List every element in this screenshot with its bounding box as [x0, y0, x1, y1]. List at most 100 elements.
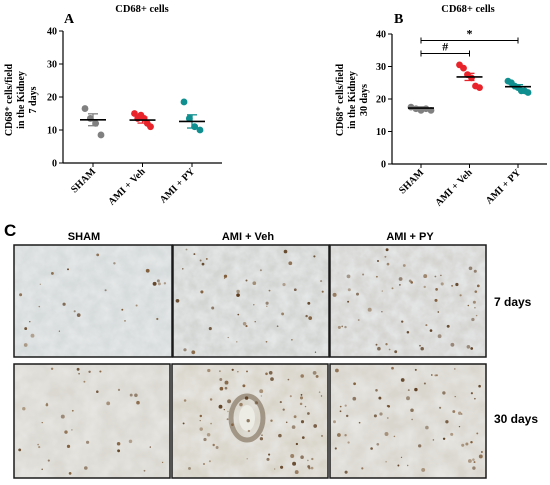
- stain-speck: [245, 325, 248, 328]
- stain-speck: [299, 402, 303, 406]
- stain-speck: [71, 429, 73, 431]
- stain-speck: [96, 390, 99, 393]
- stain-speck: [282, 283, 286, 287]
- stain-speck: [332, 292, 337, 297]
- stain-speck: [246, 419, 250, 423]
- stain-speck: [411, 418, 413, 421]
- stain-speck: [289, 395, 292, 398]
- panel-b-ylabel-line1: CD68⁺ cells/field: [335, 63, 346, 136]
- stain-speck: [38, 446, 41, 449]
- stain-speck: [236, 293, 240, 297]
- stain-speck: [183, 348, 187, 352]
- stain-speck: [104, 289, 107, 292]
- stain-speck: [301, 436, 305, 439]
- stain-speck: [357, 319, 360, 321]
- panel-a-ylabel-line2: in the Kidney: [16, 71, 27, 129]
- stain-speck: [199, 414, 203, 418]
- stain-speck: [106, 401, 111, 406]
- stain-speck: [423, 274, 428, 279]
- stain-speck: [376, 275, 378, 278]
- stain-speck: [24, 327, 28, 331]
- stain-speck: [193, 253, 196, 256]
- stain-speck: [292, 461, 297, 466]
- stain-speck: [288, 261, 293, 266]
- micrograph-row-label-30-days: 30 days: [494, 412, 538, 426]
- micrograph-30-days-ami-py: [329, 363, 487, 479]
- panel-a-x-tick-label-ami-veh: AMI + Veh: [106, 166, 148, 208]
- stain-speck: [406, 396, 410, 401]
- stain-speck: [99, 370, 102, 373]
- stain-speck: [312, 371, 317, 375]
- stain-speck: [467, 304, 470, 307]
- stain-speck: [231, 423, 234, 426]
- panel-b-x-tick-label-ami-py: AMI + PY: [484, 167, 524, 207]
- panel-a-letter: A: [64, 12, 75, 27]
- stain-speck: [23, 343, 28, 347]
- stain-speck: [434, 374, 437, 377]
- stain-speck: [219, 378, 223, 381]
- stain-speck: [454, 395, 456, 398]
- panel-a-point-sham: [92, 120, 100, 127]
- stain-speck: [458, 411, 462, 415]
- stain-speck: [418, 444, 422, 448]
- stain-speck: [231, 368, 234, 371]
- stain-speck: [121, 308, 124, 311]
- panel-a-point-ami-py: [191, 123, 199, 131]
- stain-speck: [384, 432, 389, 436]
- stain-speck: [344, 434, 347, 437]
- stain-speck: [188, 466, 191, 470]
- stain-speck: [71, 409, 74, 412]
- stain-speck: [377, 346, 381, 351]
- stain-speck: [376, 259, 380, 263]
- stain-speck: [205, 257, 208, 260]
- stain-speck: [84, 466, 88, 470]
- stain-speck: [430, 374, 433, 376]
- stain-speck: [478, 384, 481, 388]
- panel-a-point-sham: [97, 131, 105, 139]
- stain-speck: [161, 461, 164, 464]
- stain-speck: [308, 467, 311, 470]
- micrograph-row-label-7-days: 7 days: [494, 295, 532, 309]
- stain-speck: [440, 282, 444, 286]
- stain-speck: [237, 313, 240, 316]
- stain-speck: [279, 401, 282, 404]
- stain-speck: [270, 377, 274, 381]
- stain-speck: [476, 284, 480, 288]
- stain-speck: [236, 289, 240, 294]
- stain-speck: [64, 430, 68, 434]
- stain-speck: [394, 350, 398, 354]
- stain-speck: [423, 382, 426, 385]
- stain-speck: [62, 302, 66, 306]
- stain-speck: [128, 439, 133, 444]
- stain-speck: [310, 466, 314, 470]
- stain-speck: [475, 314, 478, 317]
- panel-a-plot-area: 0 10 20 30 40 SHAM AMI + Veh AMI + PY: [47, 27, 222, 208]
- stain-speck: [66, 444, 71, 449]
- panel-a-point-sham: [81, 105, 89, 112]
- stain-speck: [265, 340, 268, 343]
- stain-speck: [223, 277, 226, 279]
- stain-speck: [85, 440, 90, 444]
- stain-speck: [76, 313, 81, 317]
- stain-speck: [259, 389, 264, 394]
- stain-speck: [375, 343, 378, 346]
- stain-speck: [414, 387, 418, 392]
- stain-speck: [307, 412, 310, 415]
- panel-a-y-tick-label: 30: [47, 60, 57, 71]
- stain-speck: [455, 282, 459, 287]
- stain-speck: [321, 290, 324, 293]
- micrograph-30-days-sham: [13, 363, 171, 479]
- stain-speck: [295, 442, 299, 446]
- stain-speck: [347, 300, 350, 303]
- stain-speck: [47, 459, 50, 462]
- stain-speck: [293, 415, 297, 419]
- stain-speck: [470, 392, 473, 395]
- panel-b-ylabel: CD68⁺ cells/field in the Kidney 30 days: [335, 63, 370, 136]
- stain-speck: [320, 395, 323, 397]
- stain-speck: [470, 347, 474, 350]
- stain-speck: [50, 367, 54, 370]
- micrograph-30-days-ami-veh: [171, 363, 329, 479]
- stain-speck: [406, 330, 410, 334]
- stain-speck: [242, 322, 247, 326]
- panel-a-ylabel-line3: 7 days: [28, 86, 39, 113]
